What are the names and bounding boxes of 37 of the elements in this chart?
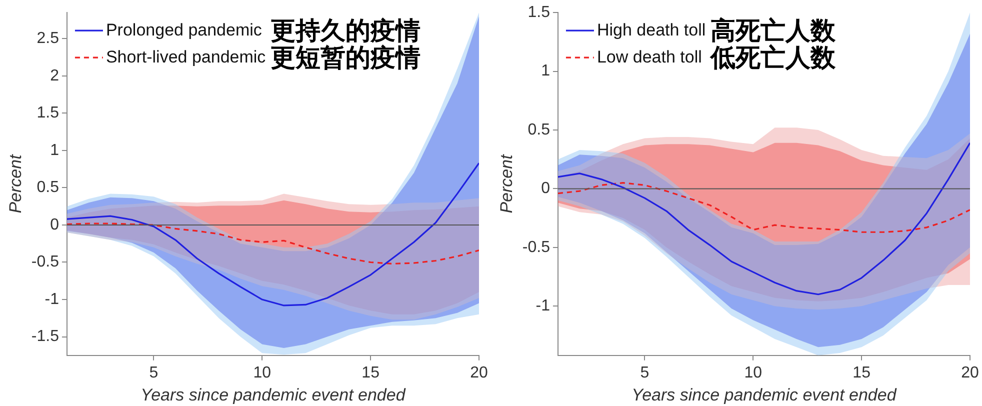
- annotation: 更短暂的疫情: [270, 43, 421, 72]
- legend-label: Low death toll: [596, 47, 702, 66]
- y-tick-label: 1: [541, 62, 550, 80]
- line-series: [558, 182, 970, 233]
- annotation: 低死亡人数: [710, 43, 837, 72]
- line-series: [66, 222, 479, 265]
- y-tick-label: 0.5: [36, 179, 60, 196]
- y-tick-label: 2.5: [36, 30, 60, 48]
- y-tick-label: -0.5: [522, 238, 550, 256]
- x-tick-label: 20: [961, 364, 979, 382]
- y-axis-title: Percent: [496, 153, 516, 214]
- x-tick-label: 20: [470, 364, 488, 382]
- x-tick-label: 10: [744, 364, 762, 382]
- x-axis-title: Years since pandemic event ended: [140, 386, 406, 405]
- legend-label: Prolonged pandemic: [106, 20, 262, 40]
- y-tick-label: 1.5: [36, 104, 60, 122]
- x-tick-label: 5: [149, 364, 158, 382]
- y-tick-label: 0: [541, 180, 550, 198]
- y-tick-label: 0: [50, 216, 60, 234]
- x-tick-label: 5: [640, 364, 650, 382]
- x-tick-label: 10: [253, 364, 272, 382]
- legend-label: High death toll: [596, 20, 706, 40]
- x-axis-title: Years since pandemic event ended: [632, 386, 897, 405]
- y-tick-label: -1: [44, 290, 60, 308]
- y-tick-label: -1.5: [31, 328, 60, 346]
- y-axis-title: Percent: [6, 153, 25, 214]
- legend-label: Short-lived pandemic: [106, 47, 266, 66]
- x-tick-label: 15: [362, 364, 380, 382]
- x-tick-label: 15: [852, 364, 871, 382]
- y-tick-label: 0.5: [528, 121, 550, 138]
- annotation: 高死亡人数: [710, 16, 837, 46]
- y-tick-label: 1: [50, 142, 60, 159]
- y-tick-label: -0.5: [31, 254, 60, 271]
- annotation: 更持久的疫情: [270, 16, 421, 46]
- y-tick-label: -1: [536, 298, 550, 314]
- y-tick-label: 1.5: [528, 4, 550, 22]
- y-tick-label: 2: [50, 67, 60, 84]
